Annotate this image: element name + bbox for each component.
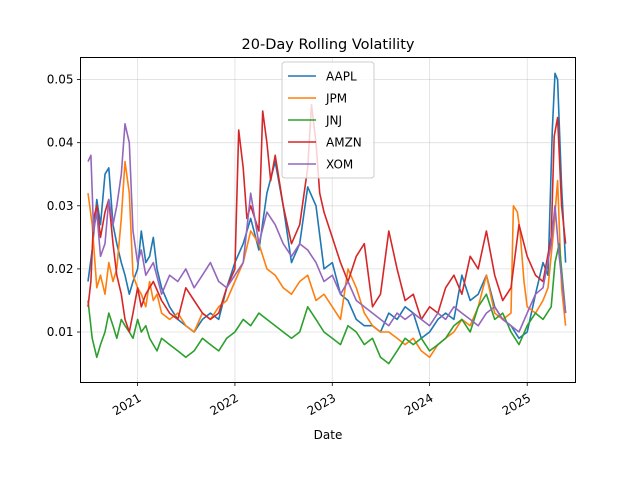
y-tick-label: 0.02 xyxy=(47,262,74,276)
series-line-xom xyxy=(87,123,567,333)
y-tick-label: 0.05 xyxy=(47,73,74,87)
y-tick-label: 0.04 xyxy=(47,136,74,150)
legend-label-xom: XOM xyxy=(326,158,353,172)
legend-label-amzn: AMZN xyxy=(326,136,362,150)
chart-title: 20-Day Rolling Volatility xyxy=(242,37,415,53)
legend-frame xyxy=(281,61,375,179)
series-lines xyxy=(87,72,567,365)
x-axis-label: Date xyxy=(314,428,343,442)
legend-label-jnj: JNJ xyxy=(325,114,342,128)
series-line-jnj xyxy=(87,242,567,365)
legend-label-aapl: AAPL xyxy=(326,70,357,84)
y-tick-label: 0.03 xyxy=(47,199,74,213)
plot-frame xyxy=(80,57,576,383)
series-line-amzn xyxy=(87,104,567,333)
legend: AAPL JPM JNJ AMZN XOM xyxy=(281,61,375,179)
y-tick-label: 0.01 xyxy=(47,325,74,339)
legend-label-jpm: JPM xyxy=(325,92,347,106)
